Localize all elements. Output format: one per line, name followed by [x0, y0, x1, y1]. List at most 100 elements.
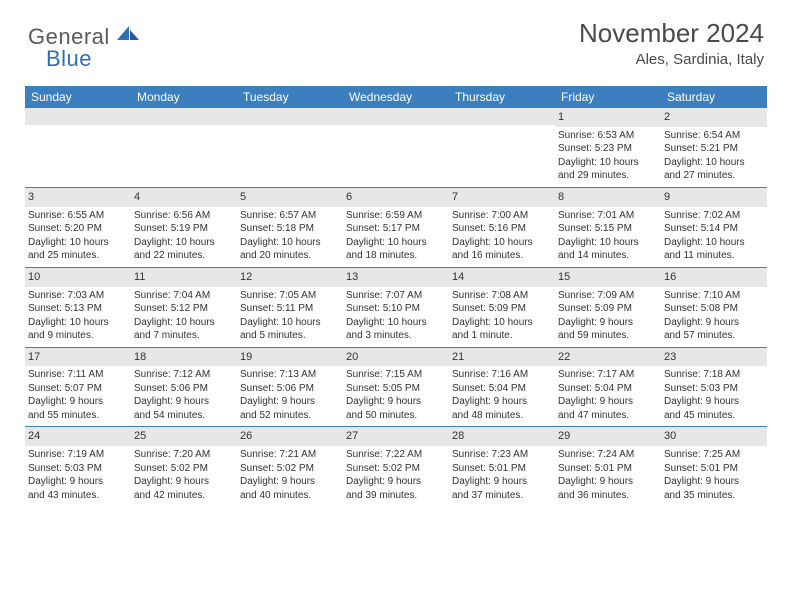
day-number: 24 [25, 427, 131, 446]
daylight2-text: and 20 minutes. [240, 249, 340, 263]
day-cell: 22Sunrise: 7:17 AMSunset: 5:04 PMDayligh… [555, 348, 661, 427]
day-cell: 6Sunrise: 6:59 AMSunset: 5:17 PMDaylight… [343, 188, 449, 267]
day-cell [449, 108, 555, 187]
daylight2-text: and 57 minutes. [664, 329, 764, 343]
sunrise-text: Sunrise: 7:07 AM [346, 289, 446, 303]
day-cell: 13Sunrise: 7:07 AMSunset: 5:10 PMDayligh… [343, 268, 449, 347]
daylight2-text: and 18 minutes. [346, 249, 446, 263]
sunrise-text: Sunrise: 7:15 AM [346, 368, 446, 382]
sunset-text: Sunset: 5:03 PM [28, 462, 128, 476]
day-number: 20 [343, 348, 449, 367]
day-header: Wednesday [343, 86, 449, 108]
day-cell: 12Sunrise: 7:05 AMSunset: 5:11 PMDayligh… [237, 268, 343, 347]
sunrise-text: Sunrise: 6:59 AM [346, 209, 446, 223]
sunrise-text: Sunrise: 7:09 AM [558, 289, 658, 303]
daylight2-text: and 43 minutes. [28, 489, 128, 503]
sunrise-text: Sunrise: 7:20 AM [134, 448, 234, 462]
daylight2-text: and 7 minutes. [134, 329, 234, 343]
daylight1-text: Daylight: 9 hours [664, 395, 764, 409]
day-number [131, 108, 237, 125]
day-number: 21 [449, 348, 555, 367]
sunrise-text: Sunrise: 7:25 AM [664, 448, 764, 462]
day-cell: 16Sunrise: 7:10 AMSunset: 5:08 PMDayligh… [661, 268, 767, 347]
sunrise-text: Sunrise: 7:17 AM [558, 368, 658, 382]
day-number [343, 108, 449, 125]
sunrise-text: Sunrise: 6:53 AM [558, 129, 658, 143]
sunset-text: Sunset: 5:06 PM [134, 382, 234, 396]
day-number: 22 [555, 348, 661, 367]
daylight1-text: Daylight: 9 hours [452, 395, 552, 409]
day-cell [343, 108, 449, 187]
day-number: 26 [237, 427, 343, 446]
day-number: 9 [661, 188, 767, 207]
daylight2-text: and 45 minutes. [664, 409, 764, 423]
sunrise-text: Sunrise: 7:16 AM [452, 368, 552, 382]
sunrise-text: Sunrise: 7:02 AM [664, 209, 764, 223]
daylight2-text: and 48 minutes. [452, 409, 552, 423]
day-number: 1 [555, 108, 661, 127]
daylight1-text: Daylight: 10 hours [558, 236, 658, 250]
sunset-text: Sunset: 5:03 PM [664, 382, 764, 396]
day-number: 19 [237, 348, 343, 367]
daylight1-text: Daylight: 9 hours [664, 475, 764, 489]
title-block: November 2024 Ales, Sardinia, Italy [579, 18, 764, 68]
day-cell: 8Sunrise: 7:01 AMSunset: 5:15 PMDaylight… [555, 188, 661, 267]
day-number: 14 [449, 268, 555, 287]
sunset-text: Sunset: 5:10 PM [346, 302, 446, 316]
day-cell: 21Sunrise: 7:16 AMSunset: 5:04 PMDayligh… [449, 348, 555, 427]
header: General Blue November 2024 Ales, Sardini… [0, 0, 792, 78]
day-cell: 15Sunrise: 7:09 AMSunset: 5:09 PMDayligh… [555, 268, 661, 347]
sunrise-text: Sunrise: 7:01 AM [558, 209, 658, 223]
day-number: 3 [25, 188, 131, 207]
daylight2-text: and 59 minutes. [558, 329, 658, 343]
week-row: 24Sunrise: 7:19 AMSunset: 5:03 PMDayligh… [25, 426, 767, 506]
day-number: 25 [131, 427, 237, 446]
daylight2-text: and 40 minutes. [240, 489, 340, 503]
day-cell [25, 108, 131, 187]
daylight2-text: and 27 minutes. [664, 169, 764, 183]
sunrise-text: Sunrise: 7:00 AM [452, 209, 552, 223]
sunset-text: Sunset: 5:13 PM [28, 302, 128, 316]
day-number: 11 [131, 268, 237, 287]
day-number: 17 [25, 348, 131, 367]
daylight1-text: Daylight: 10 hours [28, 316, 128, 330]
daylight2-text: and 14 minutes. [558, 249, 658, 263]
day-number: 28 [449, 427, 555, 446]
week-row: 3Sunrise: 6:55 AMSunset: 5:20 PMDaylight… [25, 187, 767, 267]
sunset-text: Sunset: 5:09 PM [452, 302, 552, 316]
page-title: November 2024 [579, 18, 764, 49]
sunrise-text: Sunrise: 6:55 AM [28, 209, 128, 223]
sunset-text: Sunset: 5:02 PM [240, 462, 340, 476]
day-number: 27 [343, 427, 449, 446]
sunset-text: Sunset: 5:02 PM [134, 462, 234, 476]
daylight1-text: Daylight: 10 hours [558, 156, 658, 170]
sunset-text: Sunset: 5:01 PM [452, 462, 552, 476]
daylight2-text: and 25 minutes. [28, 249, 128, 263]
daylight2-text: and 36 minutes. [558, 489, 658, 503]
day-cell: 29Sunrise: 7:24 AMSunset: 5:01 PMDayligh… [555, 427, 661, 506]
sunset-text: Sunset: 5:04 PM [558, 382, 658, 396]
day-cell: 27Sunrise: 7:22 AMSunset: 5:02 PMDayligh… [343, 427, 449, 506]
day-cell: 3Sunrise: 6:55 AMSunset: 5:20 PMDaylight… [25, 188, 131, 267]
sunrise-text: Sunrise: 7:10 AM [664, 289, 764, 303]
daylight2-text: and 50 minutes. [346, 409, 446, 423]
daylight2-text: and 5 minutes. [240, 329, 340, 343]
sunrise-text: Sunrise: 7:03 AM [28, 289, 128, 303]
daylight1-text: Daylight: 10 hours [452, 316, 552, 330]
day-number: 5 [237, 188, 343, 207]
daylight1-text: Daylight: 9 hours [346, 395, 446, 409]
daylight1-text: Daylight: 9 hours [134, 395, 234, 409]
daylight2-text: and 9 minutes. [28, 329, 128, 343]
sunrise-text: Sunrise: 6:57 AM [240, 209, 340, 223]
sunrise-text: Sunrise: 6:54 AM [664, 129, 764, 143]
calendar: Sunday Monday Tuesday Wednesday Thursday… [25, 86, 767, 506]
daylight1-text: Daylight: 10 hours [134, 316, 234, 330]
day-header: Saturday [661, 86, 767, 108]
sunrise-text: Sunrise: 7:13 AM [240, 368, 340, 382]
daylight1-text: Daylight: 9 hours [452, 475, 552, 489]
daylight2-text: and 3 minutes. [346, 329, 446, 343]
day-cell: 10Sunrise: 7:03 AMSunset: 5:13 PMDayligh… [25, 268, 131, 347]
daylight1-text: Daylight: 10 hours [134, 236, 234, 250]
day-cell: 9Sunrise: 7:02 AMSunset: 5:14 PMDaylight… [661, 188, 767, 267]
day-cell: 7Sunrise: 7:00 AMSunset: 5:16 PMDaylight… [449, 188, 555, 267]
